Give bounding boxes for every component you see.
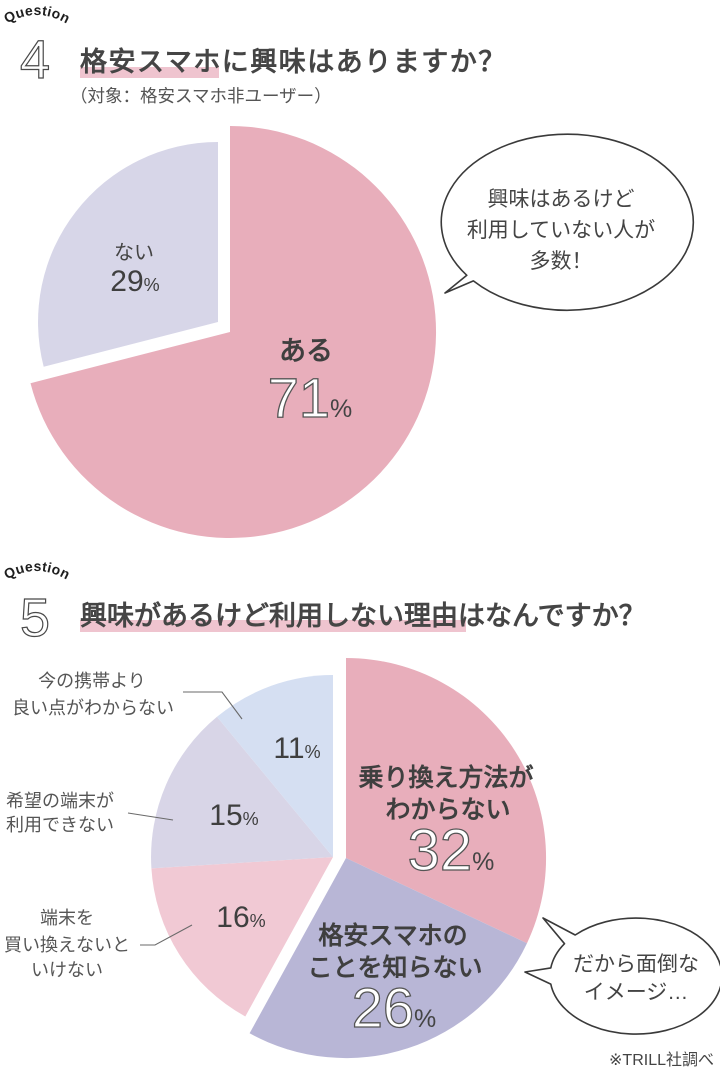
question-4-section: Question 4 格安スマホに興味はありますか？ （対象：格安スマホ非ユーザ… — [1, 2, 695, 538]
side-label-replace-device: 端末を — [40, 908, 94, 928]
pie-slice-must-replace-device — [151, 857, 333, 1017]
slice-value-switching-method: 32% — [408, 818, 495, 883]
slice-value-no: 29% — [110, 265, 159, 298]
side-label-no-advantage: 良い点がわからない — [12, 698, 174, 718]
slice-value-replace-device: 16% — [216, 901, 265, 934]
slice-value-dont-know: 26% — [352, 976, 437, 1039]
title-highlighted-part: 格安スマホ — [80, 47, 222, 77]
speech-bubble-q5: だから面倒な イメージ… — [524, 917, 720, 1035]
pie-slice-yes — [30, 125, 437, 538]
slice-label-no: ない — [114, 242, 154, 264]
title-highlighted-part: 興味があるけど利用しない理由 — [80, 600, 458, 631]
speech-bubble-shape — [524, 917, 720, 1035]
pie-chart-interest: ない 29% ある 71% — [30, 125, 437, 538]
pie-slice-no — [38, 142, 219, 367]
pie-slice-desired-device-unavailable — [151, 716, 333, 869]
slice-label-yes: ある — [279, 336, 333, 366]
title-highlight-marker — [80, 67, 219, 78]
question-badge: Question — [1, 2, 73, 26]
slice-value-yes: 71% — [268, 366, 353, 429]
slice-value-desired-device: 15% — [209, 799, 258, 832]
leader-line — [127, 812, 174, 821]
title-highlight-marker — [80, 620, 466, 632]
question-title: 格安スマホに興味はありますか？ — [80, 47, 507, 77]
bubble-line: 利用していない人が — [467, 219, 655, 242]
slice-label-dont-know: 格安スマホの — [318, 921, 467, 950]
question-subtitle: （対象：格安スマホ非ユーザー） — [70, 86, 332, 106]
pie-chart-reasons: 11% 15% 16% 乗り換え方法が わからない 32% 格安スマホの ことを… — [4, 658, 547, 1059]
title-rest: に興味はありますか？ — [222, 47, 507, 77]
question-number: 4 — [20, 30, 50, 90]
side-label-no-advantage: 今の携帯より — [38, 671, 146, 691]
pie-slice-switching-method — [346, 658, 547, 944]
slice-label-switching-method: わからない — [385, 796, 510, 824]
pie-slice-dont-know-cheap-phones — [249, 858, 527, 1059]
leader-line — [183, 691, 243, 720]
question-number: 5 — [20, 588, 50, 648]
question-5-section: Question 5 興味があるけど利用しない理由はなんですか？ 11% 15%… — [1, 558, 720, 1069]
pie-slice-no-advantage — [217, 675, 333, 857]
speech-bubble-q4: 興味はあるけど 利用していない人が 多数！ — [440, 133, 695, 311]
title-rest: はなんですか？ — [458, 601, 646, 631]
side-label-replace-device: 買い換えないと — [4, 935, 130, 955]
leader-line — [140, 924, 193, 946]
question-title: 興味があるけど利用しない理由はなんですか？ — [80, 600, 646, 631]
slice-value-no-advantage: 11% — [273, 732, 320, 765]
bubble-line: イメージ… — [584, 981, 689, 1004]
bubble-line: だから面倒な — [573, 953, 699, 976]
bubble-line: 多数！ — [530, 250, 593, 273]
bubble-line: 興味はあるけど — [488, 188, 635, 211]
slice-label-dont-know: ことを知らない — [307, 954, 482, 982]
question-badge: Question — [1, 558, 73, 582]
side-label-desired-device: 希望の端末が — [6, 791, 114, 811]
speech-bubble-shape — [440, 133, 695, 311]
side-label-replace-device: いけない — [31, 960, 103, 980]
source-note: ※TRILL社調べ — [609, 1051, 714, 1069]
slice-label-switching-method: 乗り換え方法が — [358, 763, 533, 792]
side-label-desired-device: 利用できない — [6, 815, 114, 835]
